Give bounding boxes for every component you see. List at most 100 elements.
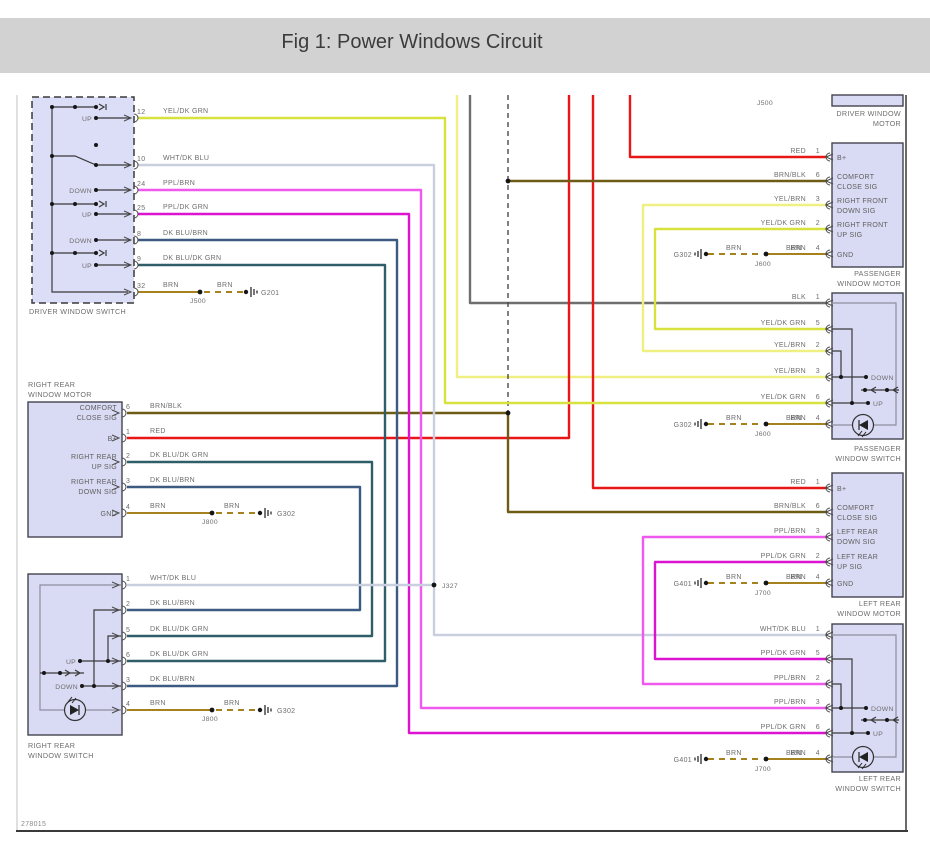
lamp-icon — [851, 413, 875, 438]
passenger-window-motor-box — [831, 142, 904, 268]
pin-name: DOWN SIG — [78, 489, 117, 496]
pin-name: GND — [837, 581, 853, 588]
pin-number: 1 — [126, 429, 130, 436]
wire-yel-dk-grn-link — [653, 227, 826, 331]
ground-label: G302 — [277, 511, 295, 518]
wire-label: BRN — [224, 700, 240, 707]
wire-label: PPL/DK GRN — [163, 204, 208, 211]
driver-window-switch: 12 YEL/DK GRN 10 WHT/DK BLU 24 PPL/BRN 2… — [29, 108, 279, 316]
wire-label: BRN — [224, 503, 240, 510]
wires — [127, 95, 826, 760]
wire-dk-blu-dk-grn-link — [127, 460, 374, 638]
pin-name: DOWN SIG — [837, 539, 876, 546]
wire-label: DK BLU/DK GRN — [150, 452, 208, 459]
wire-label: BRN — [217, 282, 233, 289]
pin-number: 6 — [816, 394, 820, 401]
wire-label: PPL/DK GRN — [761, 553, 806, 560]
pin-name: B+ — [837, 486, 846, 493]
wire-label: PPL/BRN — [774, 675, 806, 682]
wire-label: YEL/BRN — [774, 342, 806, 349]
pin-number: 1 — [126, 576, 130, 583]
wire-yel-brn-link — [641, 203, 826, 353]
splice-label: J700 — [755, 766, 771, 773]
pin-number: 2 — [816, 220, 820, 227]
pin-number: 3 — [816, 196, 820, 203]
pin-name: B+ — [108, 436, 117, 443]
splice-label: J500 — [757, 100, 773, 107]
pin-number: 2 — [816, 342, 820, 349]
down-label: DOWN — [871, 706, 894, 713]
wire-label: PPL/BRN — [774, 528, 806, 535]
right-rear-window-switch-internals — [39, 584, 121, 722]
wire-label: PPL/DK GRN — [761, 724, 806, 731]
right-rear-window-switch: 1 WHT/DK BLU 2 DK BLU/BRN 5 DK BLU/DK GR… — [28, 575, 295, 760]
pin-number: 6 — [816, 503, 820, 510]
component-caption: LEFT REAR — [859, 774, 901, 783]
wire-label: PPL/BRN — [774, 699, 806, 706]
wire-label: YEL/DK GRN — [761, 320, 806, 327]
lamp-icon — [851, 745, 875, 770]
pin-connectors — [111, 113, 834, 764]
pin-number: 2 — [126, 453, 130, 460]
ground-symbols — [243, 249, 709, 764]
diagram-frame: 278015 — [16, 95, 908, 832]
wire-label: YEL/DK GRN — [163, 108, 208, 115]
component-caption: LEFT REAR — [859, 599, 901, 608]
up-label: UP — [66, 659, 76, 666]
pin-name: COMFORT — [837, 174, 875, 181]
component-caption: RIGHT REAR — [28, 741, 75, 750]
wire-label: DK BLU/DK GRN — [150, 651, 208, 658]
component-caption: DRIVER WINDOW SWITCH — [29, 307, 126, 316]
wire-label: DK BLU/DK GRN — [150, 626, 208, 633]
wire-wht-dk-blu-pin10 — [138, 163, 826, 637]
pin-name: LEFT REAR — [837, 554, 878, 561]
up-label: UP — [82, 263, 92, 270]
figure-header: Fig 1: Power Windows Circuit — [0, 18, 930, 73]
wire-yel-dk-grn-pin12 — [138, 116, 826, 405]
pin-name: UP SIG — [837, 232, 862, 239]
pin-number: 12 — [137, 109, 145, 116]
pin-number: 24 — [137, 181, 145, 188]
left-rear-window-switch: WHT/DK BLU 1 PPL/DK GRN 5 PPL/BRN 2 PPL/… — [674, 626, 901, 793]
ground-icon-g302-pm — [694, 249, 709, 259]
splice-label: J700 — [755, 590, 771, 597]
pin-name: CLOSE SIG — [837, 184, 877, 191]
pin-number: 3 — [126, 478, 130, 485]
down-label: DOWN — [55, 684, 78, 691]
component-caption: WINDOW SWITCH — [28, 751, 94, 760]
component-caption: WINDOW SWITCH — [835, 454, 901, 463]
wire-label: WHT/DK BLU — [760, 626, 806, 633]
pin-name: UP SIG — [837, 564, 862, 571]
left-rear-window-motor: RED 1 B+ BRN/BLK 6 COMFORT CLOSE SIG PPL… — [674, 479, 901, 618]
splice-label: J500 — [190, 298, 206, 305]
pin-name: GND — [837, 252, 853, 259]
wire-label: BRN/BLK — [150, 403, 182, 410]
left-rear-window-switch-internals — [832, 634, 899, 770]
passenger-window-switch-internals — [832, 302, 899, 438]
wire-label: DK BLU/BRN — [150, 676, 195, 683]
wire-label: BRN — [790, 245, 806, 252]
wire-label: DK BLU/BRN — [150, 600, 195, 607]
wire-dk-blu-brn-pin8 — [127, 238, 399, 688]
pin-number: 3 — [126, 677, 130, 684]
pin-name: RIGHT FRONT — [837, 222, 888, 229]
wire-label: DK BLU/BRN — [163, 230, 208, 237]
driver-window-motor-box — [831, 94, 904, 107]
wire-brn-blk-left-rear — [506, 413, 826, 514]
wire-label: WHT/DK BLU — [163, 155, 209, 162]
component-caption: WINDOW SWITCH — [835, 784, 901, 793]
component-caption: WINDOW MOTOR — [837, 279, 901, 288]
wire-label: BRN — [790, 750, 806, 757]
wire-blk — [468, 95, 826, 305]
pin-number: 4 — [816, 245, 820, 252]
pin-name: CLOSE SIG — [77, 415, 117, 422]
pin-name: COMFORT — [837, 505, 875, 512]
pin-number: 8 — [137, 231, 141, 238]
figure-code: 278015 — [21, 821, 46, 828]
down-label: DOWN — [871, 375, 894, 382]
splice-label: J600 — [755, 261, 771, 268]
wire-label: RED — [790, 148, 806, 155]
component-caption: RIGHT REAR — [28, 380, 75, 389]
wire-label: DK BLU/BRN — [150, 477, 195, 484]
